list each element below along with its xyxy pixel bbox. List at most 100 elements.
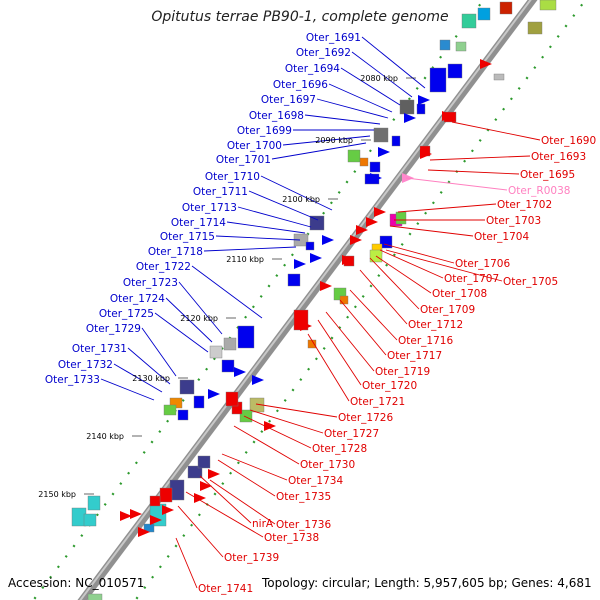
- gene-label-right[interactable]: Oter_1709: [420, 304, 475, 316]
- gene-label-right[interactable]: Oter_1738: [264, 532, 319, 544]
- gene-label-left[interactable]: Oter_1733: [45, 374, 100, 386]
- leader-line: [349, 289, 398, 341]
- gene-arrow: [370, 173, 382, 183]
- gene-label-right[interactable]: Oter_1717: [387, 350, 442, 362]
- gene-label-left[interactable]: Oter_1732: [58, 359, 113, 371]
- gene-label-right[interactable]: Oter_1720: [362, 380, 417, 392]
- right-leader-lines: [175, 121, 541, 589]
- gene-label-left[interactable]: Oter_1692: [296, 47, 351, 59]
- leader-line: [237, 206, 312, 228]
- gene-label-left[interactable]: Oter_1698: [249, 110, 304, 122]
- gene-label-left[interactable]: Oter_1715: [160, 231, 215, 243]
- gene-label-left[interactable]: Oter_1696: [273, 79, 328, 91]
- leader-line: [340, 67, 401, 106]
- leader-line: [451, 121, 541, 141]
- leader-line: [141, 327, 177, 377]
- leader-line: [243, 415, 312, 449]
- gene-label-right[interactable]: Oter_1704: [474, 231, 529, 243]
- scale-label: 2110 kbp: [226, 255, 264, 264]
- gene-label-left[interactable]: Oter_1723: [123, 277, 178, 289]
- gene-label-right[interactable]: Oter_1690: [541, 135, 596, 147]
- gene-label-right[interactable]: Oter_1739: [224, 552, 279, 564]
- gene-arrow: [208, 469, 220, 479]
- gene-feature: [177, 409, 189, 421]
- gene-label-right[interactable]: Oter_1706: [455, 258, 510, 270]
- leader-line: [203, 246, 297, 252]
- leader-line: [185, 491, 264, 538]
- leader-line: [221, 453, 288, 481]
- gene-label-right[interactable]: Oter_1707: [444, 273, 499, 285]
- gene-label-left[interactable]: Oter_1731: [72, 343, 127, 355]
- map-title: Opitutus terrae PB90-1, complete genome: [151, 9, 449, 25]
- gene-label-left[interactable]: Oter_1697: [261, 94, 316, 106]
- gene-arrow: [480, 59, 492, 69]
- gene-arrow: [356, 225, 368, 235]
- gene-label-left[interactable]: Oter_1710: [205, 171, 260, 183]
- gene-arrow: [252, 375, 264, 385]
- leader-line: [255, 403, 338, 418]
- gene-label-left[interactable]: Oter_1724: [110, 293, 165, 305]
- gene-label-right[interactable]: Oter_1708: [432, 288, 487, 300]
- gene-label-left[interactable]: Oter_1714: [171, 217, 226, 229]
- gene-feature: [493, 73, 505, 81]
- leader-line: [339, 299, 387, 356]
- gene-label-left[interactable]: Oter_1699: [237, 125, 292, 137]
- gene-label-right[interactable]: Oter_1730: [300, 459, 355, 471]
- gene-feature: [83, 513, 97, 527]
- gene-label-right[interactable]: Oter_1727: [324, 428, 379, 440]
- gene-label-left[interactable]: Oter_1713: [182, 202, 237, 214]
- gene-arrow: [342, 255, 354, 265]
- gene-feature: [416, 103, 426, 115]
- gene-label-right[interactable]: Oter_1735: [276, 491, 331, 503]
- gene-feature: [221, 359, 235, 373]
- leader-line: [429, 155, 531, 161]
- gene-arrow: [404, 113, 416, 123]
- gene-label-right[interactable]: Oter_1721: [350, 396, 405, 408]
- gene-label-right[interactable]: Oter_1734: [288, 475, 343, 487]
- gene-label-right[interactable]: Oter_1703: [486, 215, 541, 227]
- gene-label-left[interactable]: Oter_1725: [99, 308, 154, 320]
- gene-label-right[interactable]: Oter_1741: [198, 583, 253, 595]
- gene-label-left[interactable]: Oter_1700: [227, 140, 282, 152]
- gene-label-right[interactable]: Oter_1702: [497, 199, 552, 211]
- leader-line: [369, 257, 420, 310]
- gene-label-right[interactable]: Oter_1726: [338, 412, 393, 424]
- gene-features: [71, 0, 557, 600]
- gene-label-left[interactable]: Oter_1722: [136, 261, 191, 273]
- gene-label-right[interactable]: Oter_1693: [531, 151, 586, 163]
- gene-label-left[interactable]: Oter_1691: [306, 32, 361, 44]
- gene-label-right[interactable]: Oter_1728: [312, 443, 367, 455]
- gene-arrow: [420, 149, 432, 159]
- scale-label: 2100 kbp: [282, 195, 320, 204]
- gene-feature: [499, 1, 513, 15]
- gc-skew-track: [134, 0, 587, 600]
- leader-line: [359, 269, 408, 325]
- gene-feature: [305, 241, 315, 251]
- scale-label: 2130 kbp: [132, 374, 170, 383]
- leader-line: [389, 225, 474, 237]
- gene-arrow: [350, 235, 362, 245]
- gene-label-left[interactable]: Oter_1718: [148, 246, 203, 258]
- gene-arrow: [442, 111, 454, 121]
- gene-arrow: [162, 505, 174, 515]
- gene-label-right[interactable]: Oter_1716: [398, 335, 453, 347]
- leader-line: [217, 459, 276, 497]
- gc-content-track: [32, 0, 485, 600]
- gene-arrow: [310, 253, 322, 263]
- gene-label-right[interactable]: Oter_1736: [276, 519, 331, 531]
- gene-label-left[interactable]: Oter_1701: [216, 154, 271, 166]
- gene-label-right[interactable]: Oter_1712: [408, 319, 463, 331]
- gene-label-left[interactable]: Oter_1694: [285, 63, 340, 75]
- gene-label-left[interactable]: Oter_1711: [193, 186, 248, 198]
- gene-arrow: [374, 207, 386, 217]
- gene-arrow: [234, 367, 246, 377]
- gene-label-right[interactable]: Oter_1705: [503, 276, 558, 288]
- leader-line: [361, 36, 426, 89]
- gene-feature: [287, 273, 301, 287]
- gene-label-right[interactable]: Oter_1695: [520, 169, 575, 181]
- gene-label-right[interactable]: Oter_R0038: [508, 185, 570, 197]
- gene-label-left[interactable]: Oter_1729: [86, 323, 141, 335]
- gene-label-right[interactable]: Oter_1719: [375, 366, 430, 378]
- gene-label-right[interactable]: nirA: [252, 518, 274, 530]
